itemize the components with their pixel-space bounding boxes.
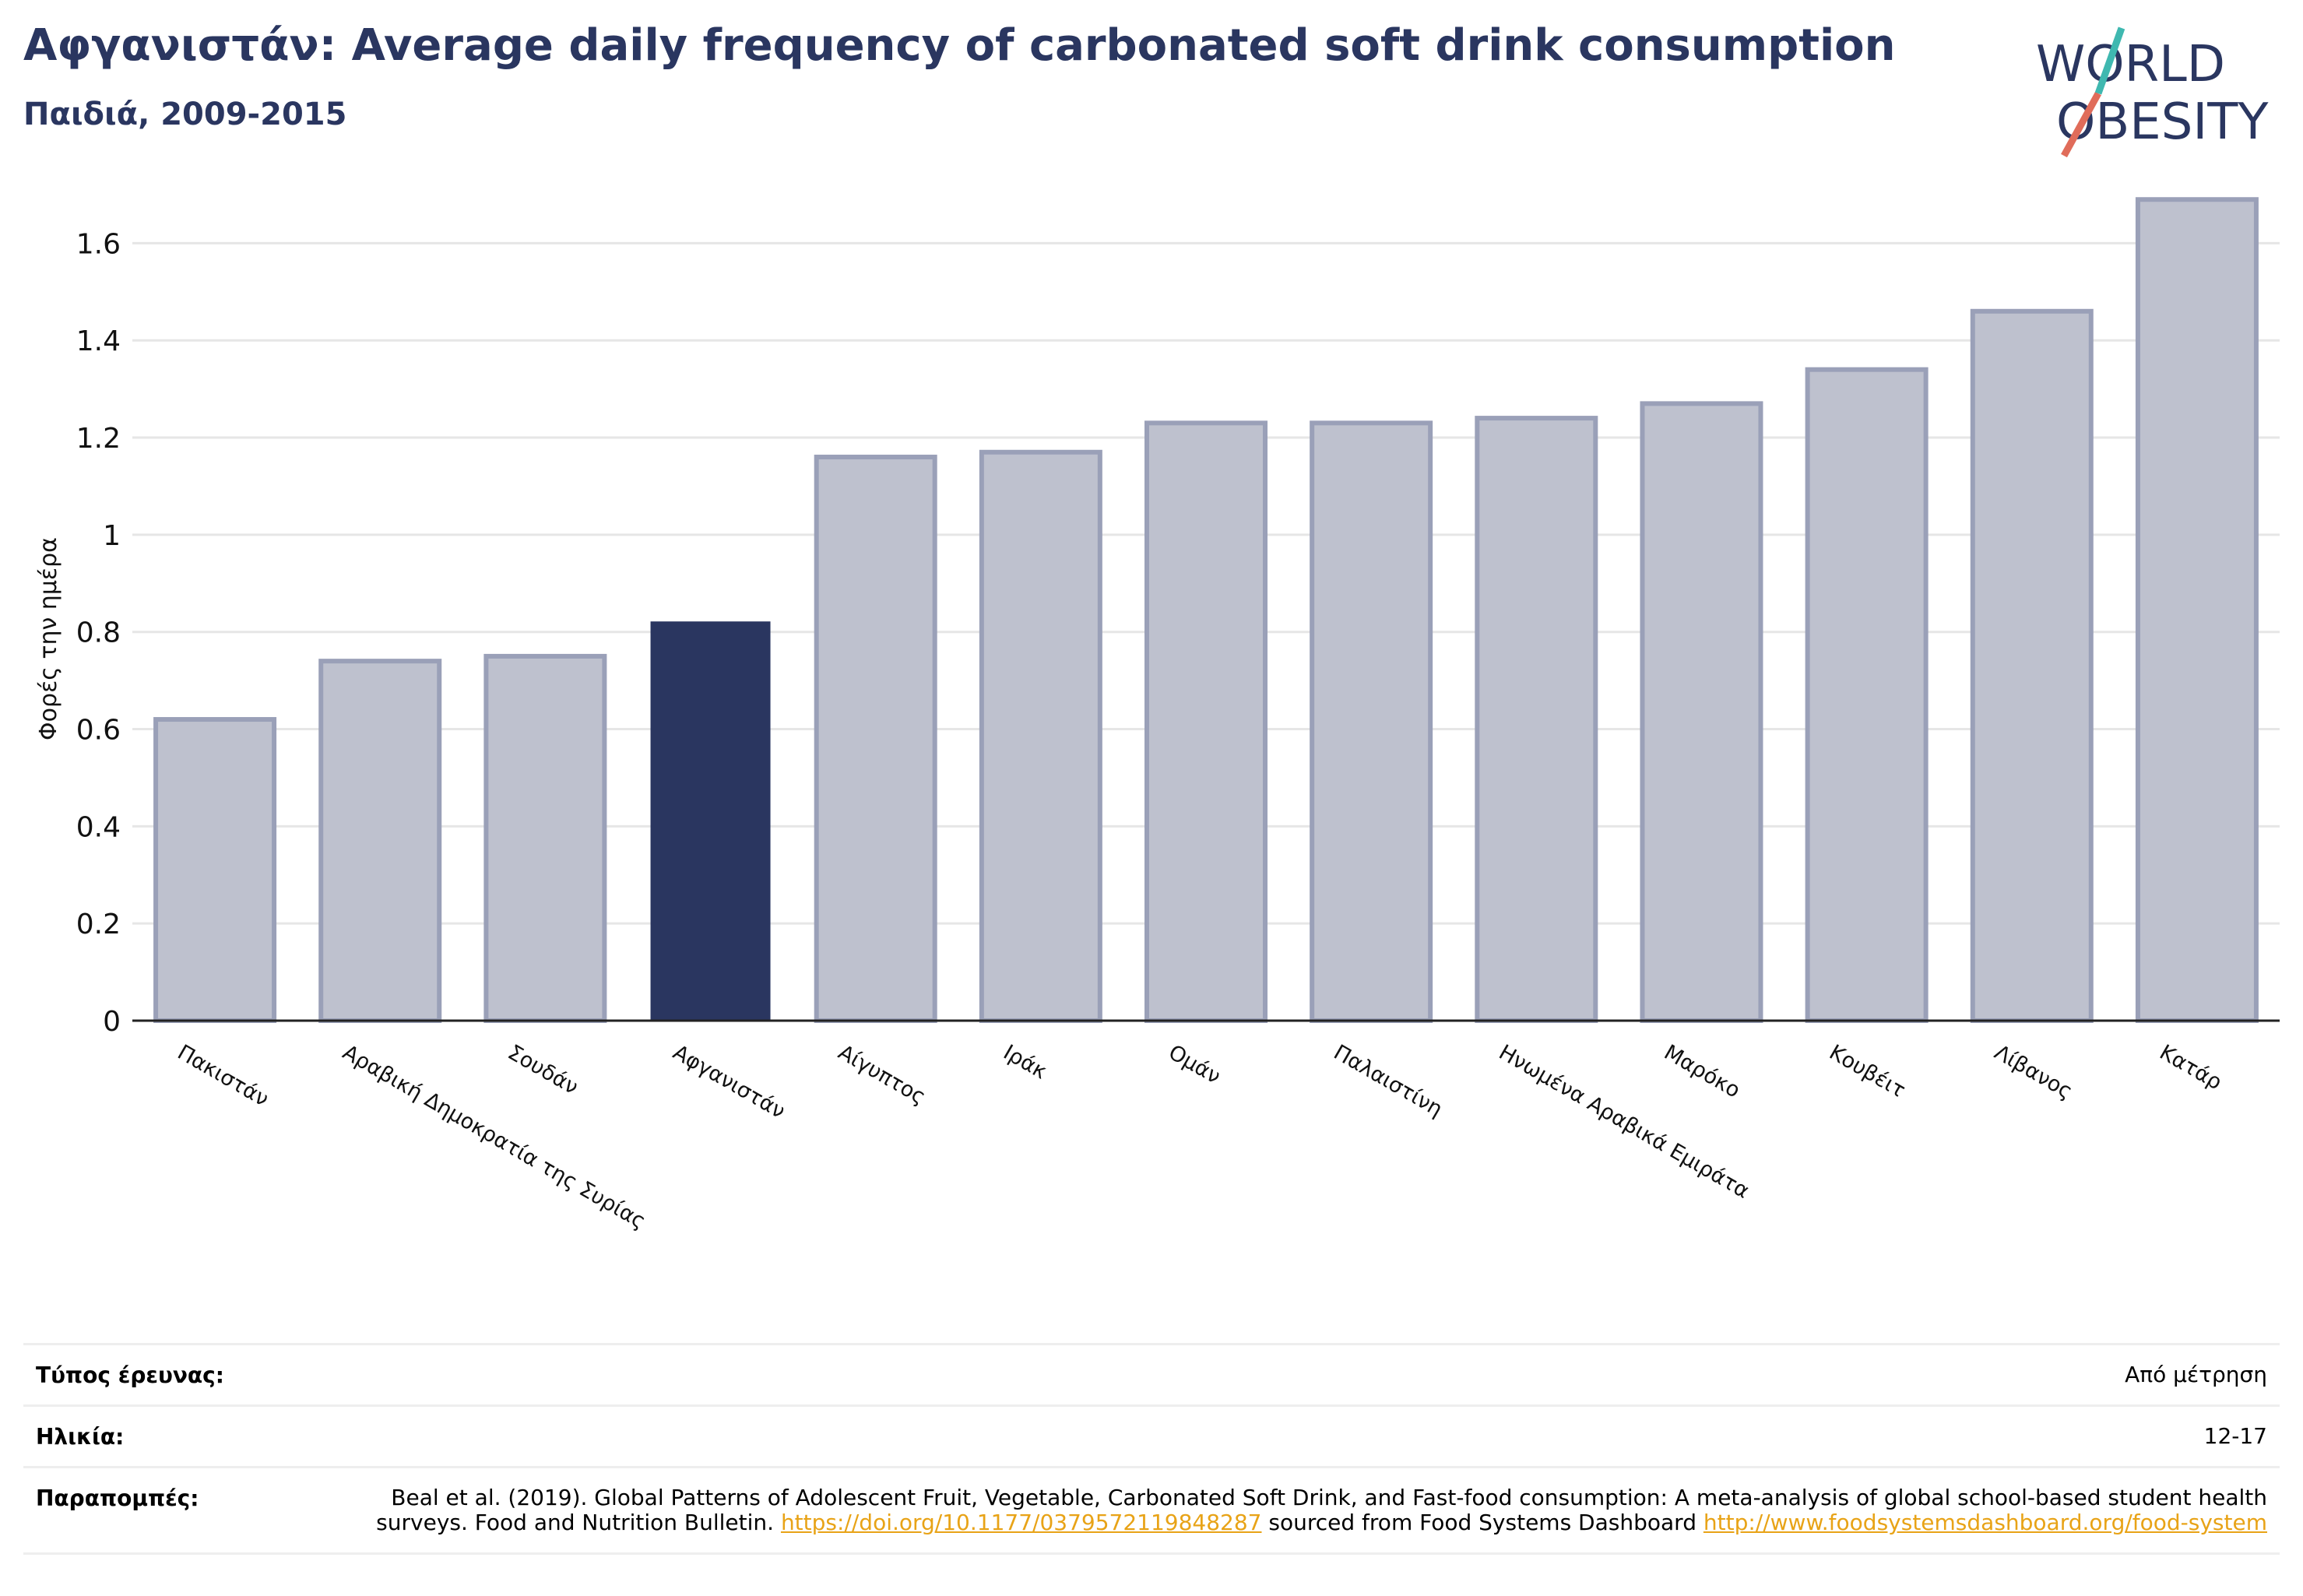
x-tick-label: Ομάν bbox=[1165, 1040, 1225, 1089]
bar-country[interactable] bbox=[1640, 401, 1763, 1023]
age-value: 12-17 bbox=[2203, 1423, 2267, 1449]
y-tick-label: 0.6 bbox=[76, 715, 121, 747]
y-tick-label: 0.8 bbox=[76, 617, 121, 649]
logo-slash-teal bbox=[2094, 26, 2125, 95]
references-text: Beal et al. (2019). Global Patterns of A… bbox=[376, 1485, 2267, 1535]
y-tick-label: 0.2 bbox=[76, 909, 121, 940]
x-tick-label: Κατάρ bbox=[2155, 1040, 2226, 1095]
bar-country[interactable] bbox=[979, 449, 1102, 1023]
survey-type-value: Από μέτρηση bbox=[2125, 1362, 2267, 1387]
y-tick-label: 1.6 bbox=[76, 228, 121, 260]
y-tick-label: 0 bbox=[103, 1006, 121, 1038]
x-tick-label: Πακιστάν bbox=[174, 1040, 273, 1112]
references-value: Beal et al. (2019). Global Patterns of A… bbox=[23, 1468, 2280, 1552]
y-tick-label: 1 bbox=[103, 520, 121, 552]
bars bbox=[153, 197, 2259, 1024]
references-label: Παραπομπές: bbox=[36, 1485, 199, 1511]
logo-slash-coral bbox=[2061, 91, 2101, 158]
bar-country[interactable] bbox=[483, 653, 607, 1023]
x-tick-label: Αίγυπτος bbox=[834, 1040, 930, 1109]
y-tick-label: 1.2 bbox=[76, 423, 121, 455]
x-tick-label: Αφγανιστάν bbox=[669, 1040, 789, 1123]
bar-country[interactable] bbox=[1475, 416, 1598, 1023]
x-tick-label: Μαρόκο bbox=[1660, 1040, 1744, 1102]
bar-country[interactable] bbox=[814, 455, 937, 1023]
bar-country[interactable] bbox=[153, 717, 277, 1023]
x-tick-label: Λίβανος bbox=[1990, 1040, 2076, 1104]
y-axis-ticks: 0 0.2 0.4 0.6 0.8 1 1.2 1.4 1.6 bbox=[76, 228, 121, 1038]
x-axis-labels: Πακιστάν Αραβική Δημοκρατία της ΣυρίαςΣου… bbox=[174, 1040, 2226, 1234]
chart-subtitle: Παιδιά, 2009-2015 bbox=[23, 97, 347, 132]
meta-row-age: Ηλικία: 12-17 bbox=[23, 1404, 2280, 1466]
doi-link[interactable]: https://doi.org/10.1177/0379572119848287 bbox=[780, 1510, 1262, 1535]
x-tick-label: Παλαιστίνη bbox=[1330, 1040, 1447, 1122]
bar-country[interactable] bbox=[1970, 308, 2094, 1024]
x-tick-label: Ιράκ bbox=[999, 1040, 1051, 1084]
bar-country[interactable] bbox=[1805, 367, 1929, 1023]
bar-country[interactable] bbox=[318, 659, 442, 1023]
bar-chart: 0 0.2 0.4 0.6 0.8 1 1.2 1.4 1.6 Πακιστάν Αραβική … bbox=[35, 197, 2280, 1234]
meta-row-survey-type: Τύπος έρευνας: Από μέτρηση bbox=[23, 1343, 2280, 1404]
bar-country[interactable] bbox=[1144, 420, 1268, 1023]
y-tick-label: 1.4 bbox=[76, 325, 121, 357]
x-tick-label: Αραβική Δημοκρατία της Συρίας bbox=[339, 1040, 650, 1234]
metadata-table: Τύπος έρευνας: Από μέτρηση Ηλικία: 12-17… bbox=[23, 1343, 2280, 1555]
world-obesity-logo: WORLD OBESITY bbox=[2036, 26, 2269, 158]
logo-text-world: WORLD bbox=[2036, 36, 2225, 93]
meta-row-references: Παραπομπές: Beal et al. (2019). Global P… bbox=[23, 1466, 2280, 1555]
x-tick-label: Κουβέιτ bbox=[1825, 1040, 1909, 1102]
x-tick-label: Σουδάν bbox=[504, 1040, 582, 1099]
bar-country[interactable] bbox=[1310, 420, 1433, 1023]
survey-type-label: Τύπος έρευνας: bbox=[36, 1362, 224, 1388]
y-tick-label: 0.4 bbox=[76, 811, 121, 843]
age-label: Ηλικία: bbox=[36, 1424, 125, 1450]
references-text-2: sourced from Food Systems Dashboard bbox=[1261, 1510, 1704, 1535]
dashboard-link[interactable]: http://www.foodsystemsdashboard.org/food… bbox=[1703, 1510, 2267, 1535]
y-axis-label: Φορές την ημέρα bbox=[35, 537, 62, 740]
bar-country[interactable] bbox=[2135, 197, 2259, 1023]
chart-title: Αφγανιστάν: Average daily frequency of c… bbox=[23, 20, 1896, 71]
bar-highlight[interactable] bbox=[650, 621, 771, 1021]
